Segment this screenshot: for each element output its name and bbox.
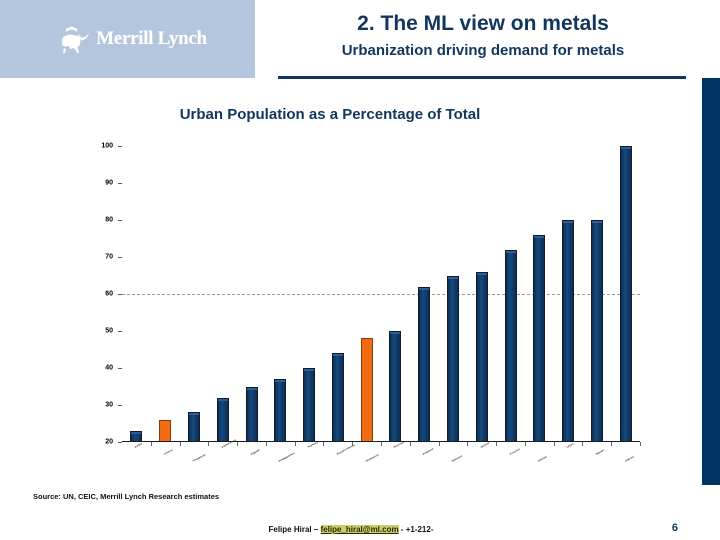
bar (303, 368, 316, 442)
footer-contact-name: Felipe Hiral – (268, 525, 321, 534)
chart-title: Urban Population as a Percentage of Tota… (179, 106, 481, 123)
y-axis-tick-mark (118, 405, 122, 406)
y-axis-tick-mark (118, 183, 122, 184)
x-axis-category-label: Brazil (479, 441, 490, 449)
bar (418, 286, 431, 442)
x-axis-tick-mark (237, 442, 239, 446)
logo-wordmark: Merrill Lynch (96, 28, 207, 49)
x-axis-tick-mark (553, 442, 555, 446)
x-axis-category-label: Spain (594, 448, 605, 456)
y-axis-tick-label: 100 (101, 142, 113, 150)
right-accent-band (702, 78, 720, 485)
y-axis-tick-label: 80 (105, 216, 113, 224)
source-note: Source: UN, CEIC, Merrill Lynch Research… (33, 492, 220, 501)
bar (475, 271, 488, 442)
bar-chart-plot: 20 30 40 50 60 70 80 90 100 India China Thailand In… (101, 143, 641, 462)
y-axis-tick-label: 70 (105, 253, 113, 261)
title-underline (278, 76, 686, 79)
x-axis-tick-mark (640, 442, 641, 446)
x-axis-category-label: Malaysia (364, 453, 379, 463)
x-axis-tick-mark (381, 442, 382, 446)
chart-area: Urban Population as a Percentage of Tota… (0, 100, 702, 462)
x-axis-tick-mark (179, 442, 181, 446)
y-axis-tick-label: 50 (105, 327, 113, 335)
x-axis-tick-mark (294, 442, 296, 446)
x-axis-category-label: Poland (422, 447, 434, 456)
bar (216, 397, 229, 442)
y-axis-tick-label: 60 (105, 290, 113, 298)
bar (274, 379, 287, 442)
x-axis-category-label: Egypt (249, 448, 260, 456)
x-axis-tick-mark (582, 442, 584, 446)
footer-contact: Felipe Hiral – felipe_hiral@ml.com - +1-… (0, 525, 702, 534)
x-axis-category-label: Japan (623, 455, 634, 463)
x-axis-tick-mark (352, 442, 354, 446)
y-axis-tick-label: 20 (105, 438, 113, 446)
page-number: 6 (671, 522, 678, 534)
x-axis-tick-mark (265, 442, 267, 446)
bar (331, 353, 344, 442)
bar (590, 220, 603, 442)
x-axis-tick-mark (208, 442, 210, 446)
bar (504, 249, 517, 442)
x-axis-category-label: South Africa (335, 443, 355, 456)
title-block: 2. The ML view on metals Urbanization dr… (278, 12, 688, 59)
x-axis-category-label: World (537, 455, 548, 463)
x-axis-category-label: Mexico (450, 454, 463, 463)
bar (446, 275, 459, 442)
x-axis-tick-mark (467, 442, 469, 446)
y-axis-tick-label: 90 (105, 179, 113, 187)
x-axis-tick-mark (323, 442, 325, 446)
y-axis-tick-mark (118, 331, 122, 332)
bar (389, 331, 402, 442)
x-axis-category-label: India (134, 442, 143, 449)
footer-contact-phone: - +1-212- (398, 525, 434, 534)
page-title: 2. The ML view on metals (357, 12, 609, 35)
logo-lockup: Merrill Lynch (48, 24, 207, 54)
bar (187, 412, 200, 442)
bar (533, 234, 546, 442)
bar (619, 146, 632, 442)
bar (562, 220, 575, 442)
bull-icon (61, 26, 90, 53)
bar-highlighted (159, 419, 172, 442)
x-axis-category-label: USA (566, 442, 575, 449)
x-axis-tick-mark (438, 442, 440, 446)
x-axis-category-label: China (163, 448, 173, 456)
bar-highlighted (360, 338, 373, 442)
y-axis-tick-mark (118, 220, 122, 221)
x-axis-tick-mark (409, 442, 411, 446)
page-subtitle: Urbanization driving demand for metals (341, 42, 625, 60)
y-axis-tick-mark (118, 146, 122, 147)
x-axis-category-label: France (508, 447, 520, 456)
x-axis-tick-mark (611, 442, 613, 446)
x-axis-line (122, 441, 640, 442)
slide-header: Merrill Lynch 2. The ML view on metals U… (0, 0, 720, 79)
bar (245, 386, 258, 442)
merrill-lynch-logo-panel: Merrill Lynch (0, 0, 255, 78)
footer-email-link[interactable]: felipe_hiral@ml.com (320, 525, 399, 534)
y-axis-tick-mark (118, 294, 122, 295)
x-axis-tick-mark (524, 442, 526, 446)
x-axis-tick-mark (496, 442, 498, 446)
y-axis-tick-mark (118, 368, 122, 369)
x-axis-tick-mark (150, 442, 152, 446)
x-axis-category-label: Thailand (191, 453, 206, 463)
y-axis-tick-mark (118, 257, 122, 258)
y-axis-tick-label: 40 (105, 364, 113, 372)
gridline-60 (122, 294, 640, 295)
y-axis-tick-label: 30 (105, 401, 113, 409)
y-axis-tick-mark (118, 442, 122, 443)
x-axis-category-label: Philippines (278, 451, 296, 463)
